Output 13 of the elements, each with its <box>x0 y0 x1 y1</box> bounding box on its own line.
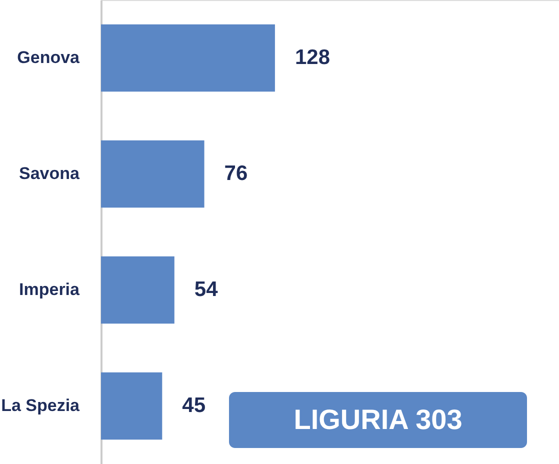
data-label: 128 <box>294 46 330 69</box>
bar <box>101 256 174 324</box>
y-tick-label: La Spezia <box>1 396 80 415</box>
annotation: LIGURIA 303 <box>294 404 462 435</box>
data-label: 45 <box>182 394 206 417</box>
bar <box>101 372 162 440</box>
y-tick-label: Imperia <box>19 280 80 299</box>
data-label: 54 <box>194 278 218 301</box>
y-tick-label: Genova <box>17 48 80 67</box>
bar <box>101 24 275 92</box>
bar <box>101 140 204 208</box>
data-label: 76 <box>224 162 248 185</box>
y-tick-label: Savona <box>19 164 80 183</box>
